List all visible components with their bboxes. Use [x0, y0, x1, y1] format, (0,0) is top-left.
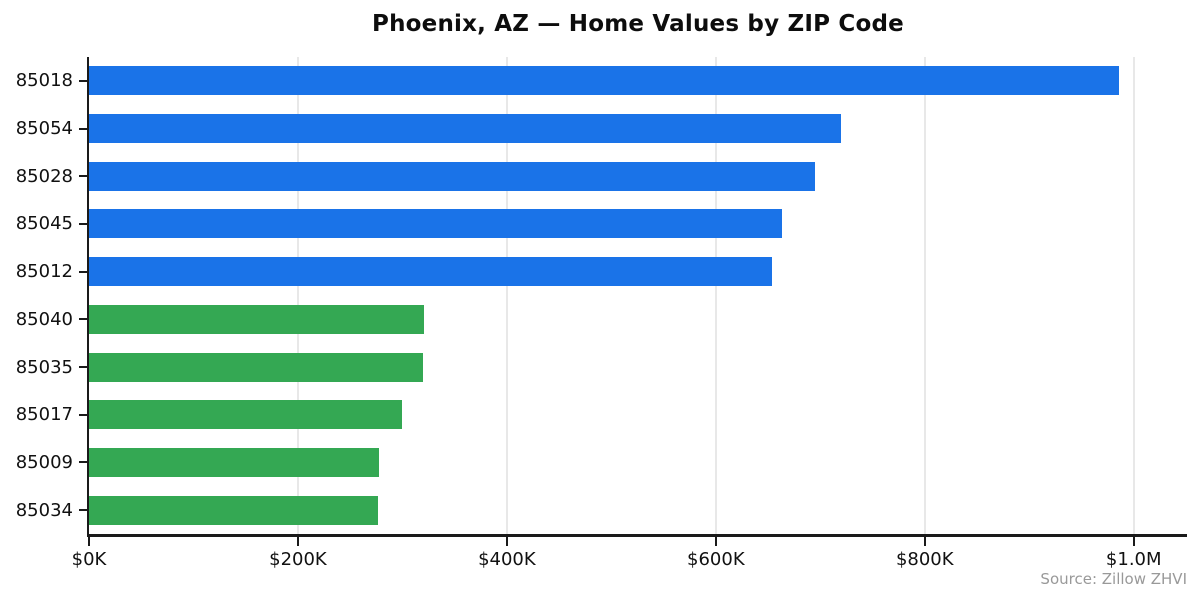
y-tick-mark: [79, 509, 87, 512]
y-tick-mark: [79, 413, 87, 416]
y-tick-label: 85035: [15, 356, 73, 378]
bar-85045: [89, 209, 782, 239]
y-tick-row: 85012: [0, 248, 87, 296]
y-tick-mark: [79, 270, 87, 273]
y-tick-mark: [79, 127, 87, 130]
gridline: [714, 57, 717, 534]
y-tick-mark: [79, 461, 87, 464]
gridline: [505, 57, 508, 534]
y-tick-label: 85012: [15, 261, 73, 283]
bar-85018: [89, 66, 1120, 96]
y-tick-mark: [79, 175, 87, 178]
y-tick-label: 85017: [15, 404, 73, 426]
y-tick-row: 85040: [0, 296, 87, 344]
bar-85035: [89, 352, 424, 382]
plot-area: [89, 57, 1187, 534]
y-tick-row: 85035: [0, 343, 87, 391]
y-axis-spine: [87, 57, 89, 537]
x-tick-mark: [88, 537, 90, 546]
y-tick-mark: [79, 366, 87, 369]
gridline: [923, 57, 926, 534]
x-tick-mark: [923, 537, 926, 546]
bar-row: [89, 343, 1187, 391]
x-tick-mark: [505, 537, 508, 546]
bar-85034: [89, 495, 379, 525]
x-tick-label: $800K: [895, 549, 954, 570]
y-tick-row: 85054: [0, 105, 87, 153]
gridline: [1132, 57, 1135, 534]
bar-85017: [89, 400, 403, 430]
y-tick-label: 85034: [15, 499, 73, 521]
gridline: [296, 57, 299, 534]
y-tick-label: 85009: [15, 451, 73, 473]
bar-row: [89, 486, 1187, 534]
y-tick-mark: [79, 79, 87, 82]
bar-85040: [89, 304, 425, 334]
x-tick-label: $400K: [478, 549, 536, 570]
y-tick-row: 85018: [0, 57, 87, 105]
y-tick-label: 85028: [15, 165, 73, 187]
bar-85009: [89, 447, 380, 477]
x-tick-label: $600K: [687, 549, 745, 570]
bar-row: [89, 57, 1187, 105]
bar-row: [89, 296, 1187, 344]
y-tick-label: 85018: [15, 70, 73, 92]
y-tick-mark: [79, 318, 87, 321]
y-tick-row: 85045: [0, 200, 87, 248]
chart-title: Phoenix, AZ — Home Values by ZIP Code: [372, 11, 904, 37]
source-annotation: Source: Zillow ZHVI: [1040, 570, 1187, 588]
x-tick-mark: [1132, 537, 1135, 546]
x-tick-mark: [714, 537, 717, 546]
x-tick-label: $0K: [71, 549, 107, 570]
x-tick-label: $1.0M: [1105, 549, 1162, 570]
bar-85012: [89, 257, 773, 287]
x-axis: $0K $200K $400K $600K $800K $1.0M: [72, 537, 1187, 597]
y-tick-row: 85017: [0, 391, 87, 439]
y-axis-labels: 85018 85054 85028 85045 85012 85040 85035 85017…: [0, 57, 87, 534]
y-tick-row: 85009: [0, 439, 87, 487]
bar-85054: [89, 114, 842, 144]
y-tick-label: 85040: [15, 308, 73, 330]
bar-row: [89, 105, 1187, 153]
y-tick-label: 85045: [15, 213, 73, 235]
x-axis-spine: [87, 534, 1187, 537]
y-tick-row: 85034: [0, 486, 87, 534]
y-tick-row: 85028: [0, 152, 87, 200]
bar-85028: [89, 161, 816, 191]
bar-row: [89, 248, 1187, 296]
bars-container: [89, 57, 1187, 534]
bar-row: [89, 439, 1187, 487]
y-tick-label: 85054: [15, 118, 73, 140]
x-tick-label: $200K: [269, 549, 327, 570]
y-tick-mark: [79, 222, 87, 225]
x-tick-mark: [296, 537, 299, 546]
bar-row: [89, 200, 1187, 248]
bar-row: [89, 391, 1187, 439]
bar-row: [89, 152, 1187, 200]
